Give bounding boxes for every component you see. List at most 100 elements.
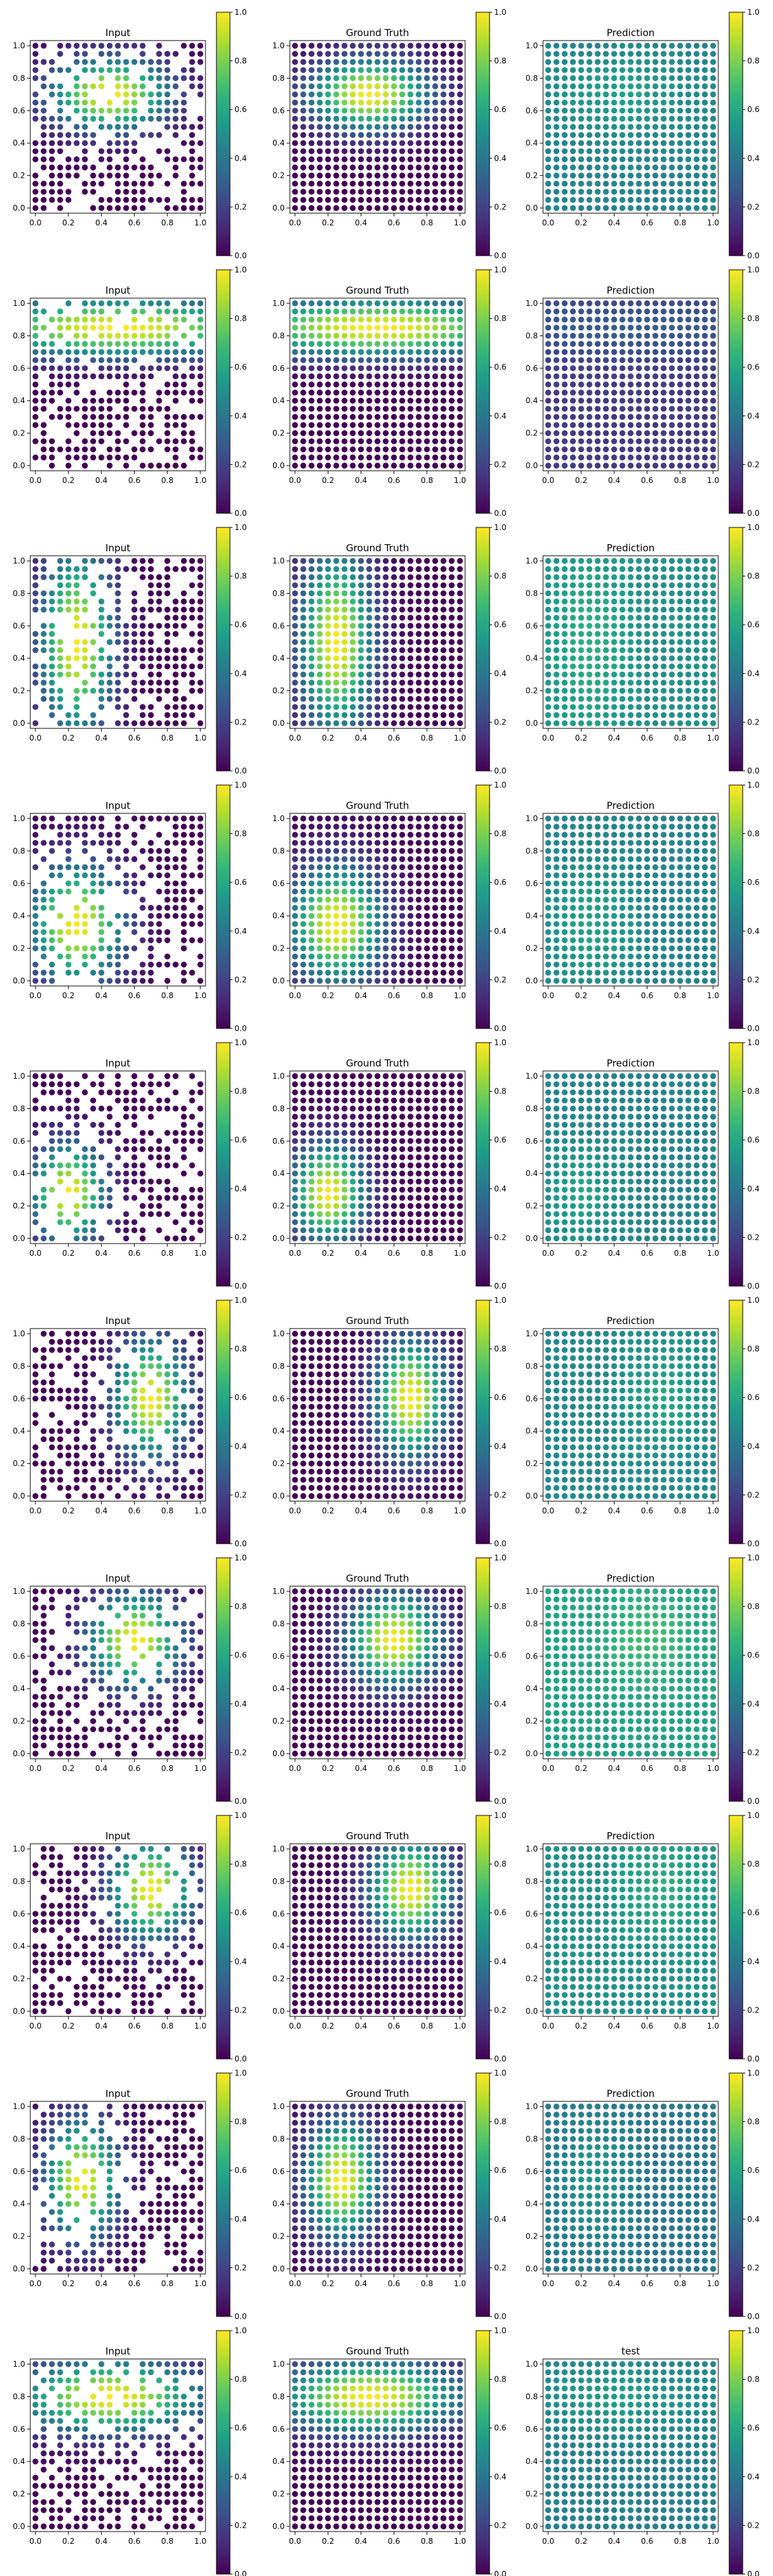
data-point — [115, 349, 121, 355]
data-point — [123, 108, 129, 114]
data-point — [173, 614, 179, 621]
data-point — [173, 598, 179, 605]
data-point — [300, 148, 307, 155]
data-point — [325, 848, 331, 854]
data-point — [685, 196, 692, 203]
data-point — [333, 454, 339, 461]
data-point — [603, 196, 609, 203]
data-point — [292, 905, 298, 911]
data-point — [131, 696, 138, 702]
data-point — [383, 937, 389, 943]
data-point — [569, 454, 577, 461]
data-point — [440, 630, 447, 638]
data-point — [457, 189, 463, 195]
data-point — [701, 83, 708, 90]
colorbar-tick-label: 0.4 — [234, 927, 247, 936]
data-point — [41, 341, 47, 347]
data-point — [545, 164, 551, 171]
data-point — [115, 937, 121, 943]
data-point — [115, 390, 121, 396]
data-point — [41, 896, 47, 903]
data-point — [32, 341, 39, 347]
data-point — [106, 406, 113, 412]
data-point — [399, 156, 406, 162]
data-point — [350, 558, 356, 564]
data-point — [90, 308, 97, 315]
data-point — [32, 438, 39, 444]
x-tick-label: 0.0 — [289, 476, 301, 485]
y-tick-label: 0.4 — [272, 654, 285, 663]
data-point — [644, 566, 651, 573]
data-point — [49, 978, 55, 984]
data-point — [366, 83, 372, 90]
data-point — [139, 704, 146, 710]
data-point — [448, 422, 455, 428]
data-point — [309, 413, 315, 421]
data-point — [49, 630, 55, 638]
data-point — [350, 59, 356, 65]
data-point — [341, 91, 348, 98]
data-point — [545, 712, 551, 718]
data-point — [669, 148, 675, 155]
data-point — [693, 430, 700, 437]
data-point — [685, 558, 692, 564]
data-point — [611, 639, 618, 645]
data-point — [448, 896, 455, 903]
data-point — [333, 905, 339, 911]
data-point — [115, 75, 121, 81]
data-point — [627, 99, 634, 106]
data-point — [457, 880, 463, 887]
data-point — [300, 872, 307, 878]
data-point — [553, 696, 560, 702]
data-point — [644, 688, 651, 694]
data-point — [603, 43, 609, 49]
data-point — [553, 888, 560, 895]
data-point — [90, 205, 97, 211]
data-point — [407, 132, 414, 138]
data-point — [139, 848, 146, 854]
data-point — [603, 696, 609, 702]
data-point — [415, 332, 422, 339]
colorbar-tick-label: 0.4 — [747, 669, 759, 678]
colorbar-tick-label: 0.2 — [494, 460, 506, 469]
data-point — [73, 454, 80, 461]
data-point — [432, 953, 439, 960]
data-point — [333, 173, 339, 179]
data-point — [180, 937, 187, 943]
data-point — [341, 598, 348, 605]
data-point — [148, 115, 154, 122]
data-point — [586, 704, 593, 710]
data-point — [115, 558, 121, 564]
data-point — [636, 438, 642, 444]
data-point — [173, 840, 179, 846]
data-point — [407, 108, 414, 114]
data-point — [350, 462, 356, 469]
data-point — [383, 308, 389, 315]
data-point — [636, 712, 642, 718]
data-point — [636, 381, 642, 388]
data-point — [148, 840, 154, 846]
data-point — [391, 921, 397, 927]
data-point — [358, 308, 365, 315]
y-tick-label: 0.0 — [526, 719, 538, 728]
data-point — [440, 945, 447, 952]
y-tick-label: 0.8 — [13, 589, 25, 598]
data-point — [636, 325, 642, 331]
data-point — [627, 75, 634, 81]
data-point — [391, 438, 397, 444]
data-point — [578, 75, 584, 81]
data-point — [173, 623, 179, 629]
data-point — [432, 978, 439, 984]
data-point — [32, 381, 39, 388]
data-point — [457, 397, 463, 404]
data-point — [300, 397, 307, 404]
data-point — [677, 598, 683, 605]
data-point — [636, 99, 642, 106]
data-point — [82, 108, 88, 114]
data-point — [325, 390, 331, 396]
data-point — [677, 341, 683, 347]
data-point — [415, 880, 422, 887]
data-point — [448, 108, 455, 114]
data-point — [595, 173, 601, 179]
data-point — [180, 180, 187, 187]
